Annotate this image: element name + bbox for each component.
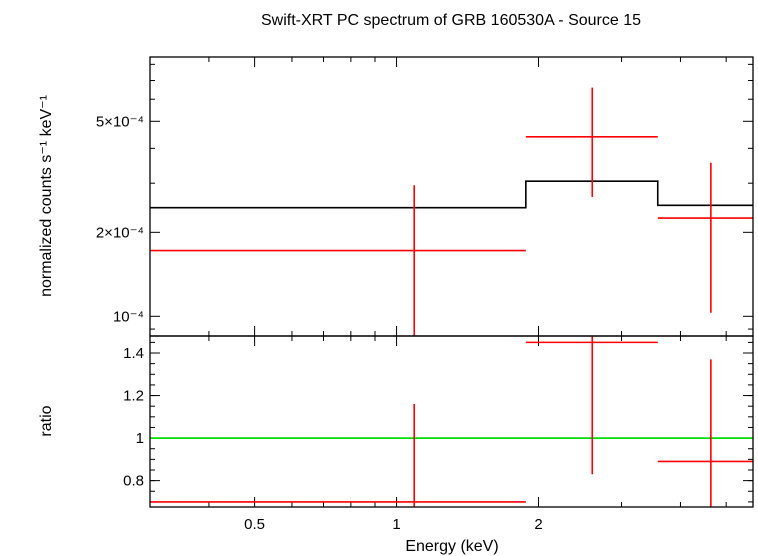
chart-title: Swift-XRT PC spectrum of GRB 160530A - S…	[261, 12, 641, 29]
x-tick-label: 0.5	[244, 516, 265, 533]
y-tick-label: 1	[136, 430, 144, 447]
y-tick-label: 10⁻⁴	[113, 308, 144, 325]
top-panel-model-layer	[150, 180, 753, 209]
y-tick-label: 1.2	[123, 388, 144, 405]
bottom-panel-data-layer	[150, 336, 753, 507]
data-point	[525, 87, 658, 197]
top-panel-data-layer	[150, 87, 753, 336]
data-point	[150, 185, 526, 336]
ratio-point	[525, 336, 658, 475]
top-panel-y-axis-label: normalized counts s⁻¹ keV⁻¹	[38, 95, 55, 297]
x-tick-label: 2	[534, 516, 542, 533]
x-axis-label: Energy (keV)	[405, 538, 498, 555]
bottom-panel-y-axis-label: ratio	[38, 405, 55, 436]
bottom-panel: 0.8 1 1.2 1.4 0.5 1 2 ratio Energy (keV)	[38, 335, 754, 555]
top-panel-frame	[149, 56, 754, 337]
model-step-line	[150, 180, 753, 209]
top-panel: 10⁻⁴ 2×10⁻⁴ 5×10⁻⁴ normalized counts s⁻¹ k…	[38, 56, 754, 337]
ratio-point	[150, 404, 526, 507]
x-tick-label: 1	[392, 516, 400, 533]
bottom-panel-frame	[149, 335, 754, 508]
y-tick-label: 1.4	[123, 345, 144, 362]
y-tick-label: 2×10⁻⁴	[96, 224, 144, 241]
ratio-point	[657, 359, 753, 507]
top-panel-grid-layer: 10⁻⁴ 2×10⁻⁴ 5×10⁻⁴	[96, 57, 753, 336]
data-point	[657, 162, 753, 313]
bottom-panel-reference-layer: 0.8 1 1.2 1.4 0.5 1 2	[123, 336, 753, 533]
y-tick-label: 5×10⁻⁴	[96, 113, 144, 130]
y-tick-label: 0.8	[123, 473, 144, 490]
